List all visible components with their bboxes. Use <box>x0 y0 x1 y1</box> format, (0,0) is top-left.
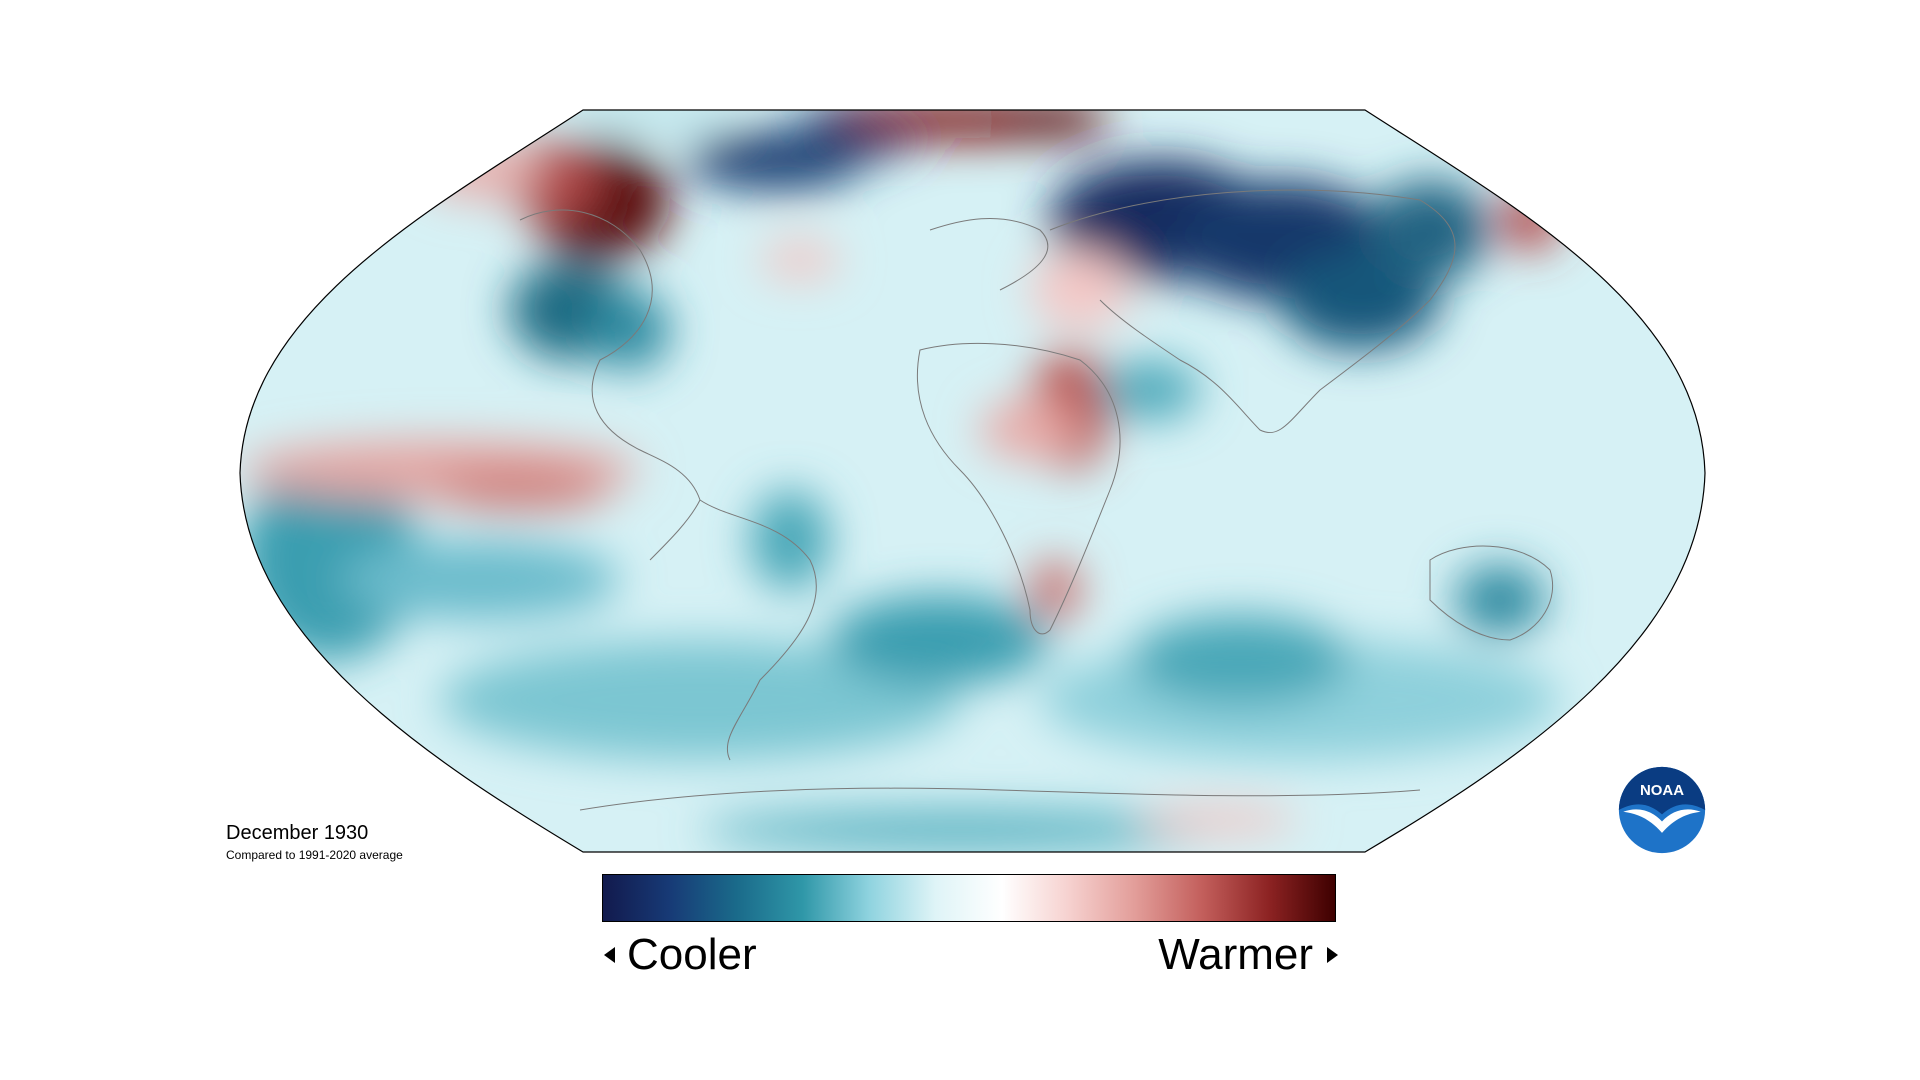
noaa-logo: NOAA <box>1618 766 1706 854</box>
map-date-title: December 1930 <box>226 822 369 844</box>
map-globe <box>239 109 1706 853</box>
coastline-outlines <box>519 189 1554 811</box>
logo-sky <box>1618 766 1706 815</box>
color-scale-bar <box>602 874 1336 922</box>
legend-warmer: Warmer <box>1158 930 1338 980</box>
left-triangle-icon <box>604 947 615 963</box>
cooler-label: Cooler <box>627 930 757 979</box>
logo-bird <box>1623 809 1701 833</box>
right-triangle-icon <box>1327 947 1338 963</box>
temperature-anomaly-field <box>240 110 1560 850</box>
globe-outline <box>239 109 1706 853</box>
legend-cooler: Cooler <box>604 930 757 980</box>
logo-text: NOAA <box>1640 782 1684 799</box>
baseline-note: Compared to 1991-2020 average <box>226 848 403 862</box>
warmer-label: Warmer <box>1158 930 1313 979</box>
